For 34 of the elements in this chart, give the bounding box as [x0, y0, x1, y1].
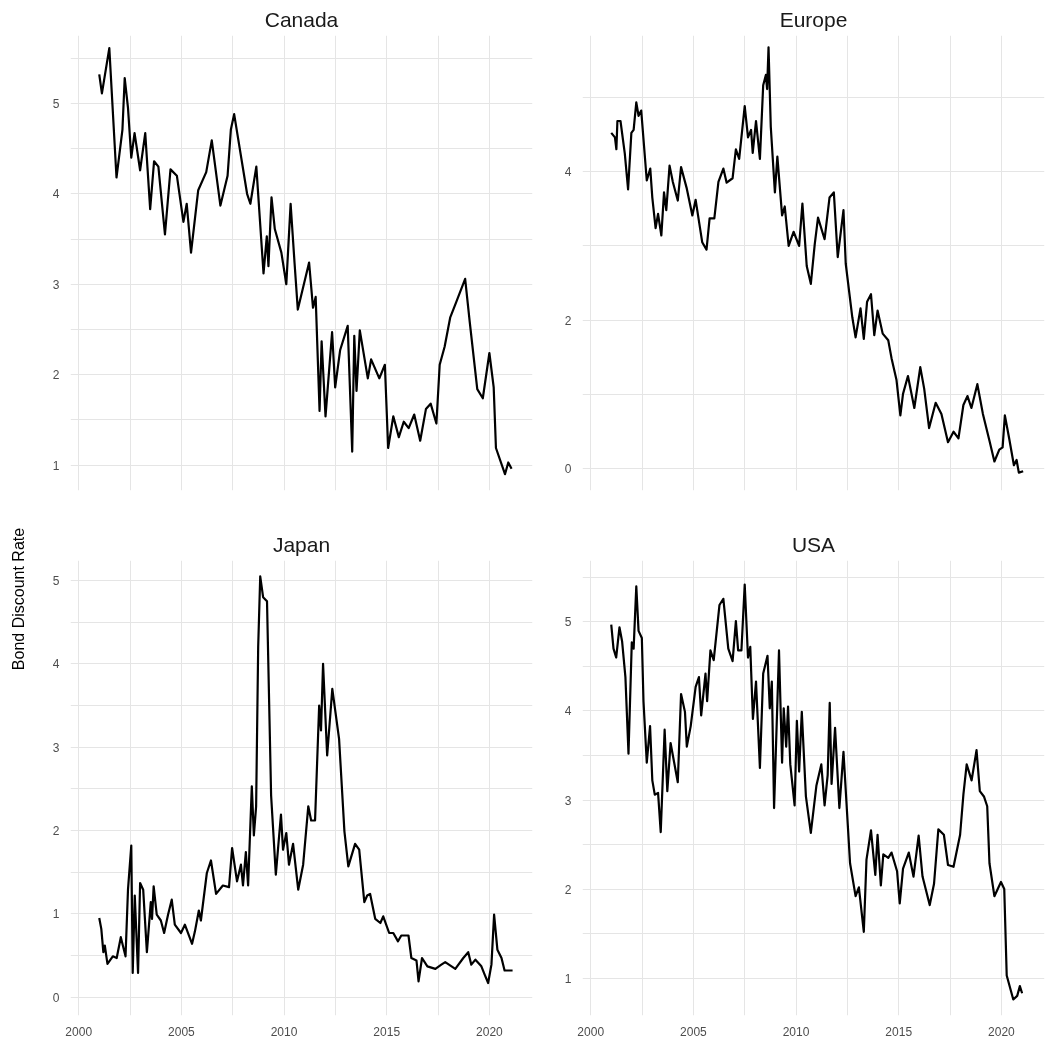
y-tick-label: 3	[52, 740, 60, 755]
x-tick-label: 2010	[270, 1024, 298, 1039]
x-tick-label: 2015	[885, 1024, 913, 1039]
y-tick-label: 0	[52, 990, 60, 1005]
y-tick-label: 4	[52, 657, 60, 672]
x-tick-label: 2000	[577, 1024, 605, 1039]
y-tick-label: 2	[564, 313, 572, 328]
x-tick-label: 2000	[65, 1024, 93, 1039]
y-tick-label: 4	[564, 704, 572, 719]
x-tick-label: 2010	[782, 1024, 810, 1039]
y-tick-label: 5	[564, 615, 572, 630]
y-tick-label: 1	[564, 971, 572, 986]
y-tick-label: 4	[564, 165, 572, 180]
y-tick-label: 1	[52, 907, 60, 922]
x-tick-label: 2020	[476, 1024, 504, 1039]
y-axis-title: Bond Discount Rate	[10, 527, 27, 671]
chart-title: Europe	[779, 7, 848, 31]
y-tick-label: 2	[52, 824, 60, 838]
x-tick-label: 2005	[680, 1024, 708, 1039]
y-tick-label: 4	[52, 187, 60, 202]
chart-title: Japan	[272, 532, 331, 556]
y-tick-label: 2	[564, 882, 572, 897]
y-tick-label: 2	[52, 368, 60, 383]
y-tick-label: 3	[564, 793, 572, 808]
y-tick-label: 5	[52, 574, 60, 588]
y-tick-label: 3	[52, 277, 60, 292]
x-tick-label: 2015	[373, 1024, 401, 1039]
chart-title: USA	[791, 532, 836, 556]
y-tick-label: 5	[52, 96, 60, 111]
x-tick-label: 2020	[988, 1024, 1016, 1039]
y-tick-label: 0	[564, 462, 572, 477]
y-tick-label: 1	[52, 458, 60, 473]
x-tick-label: 2005	[168, 1024, 196, 1039]
chart-title: Canada	[264, 7, 339, 31]
